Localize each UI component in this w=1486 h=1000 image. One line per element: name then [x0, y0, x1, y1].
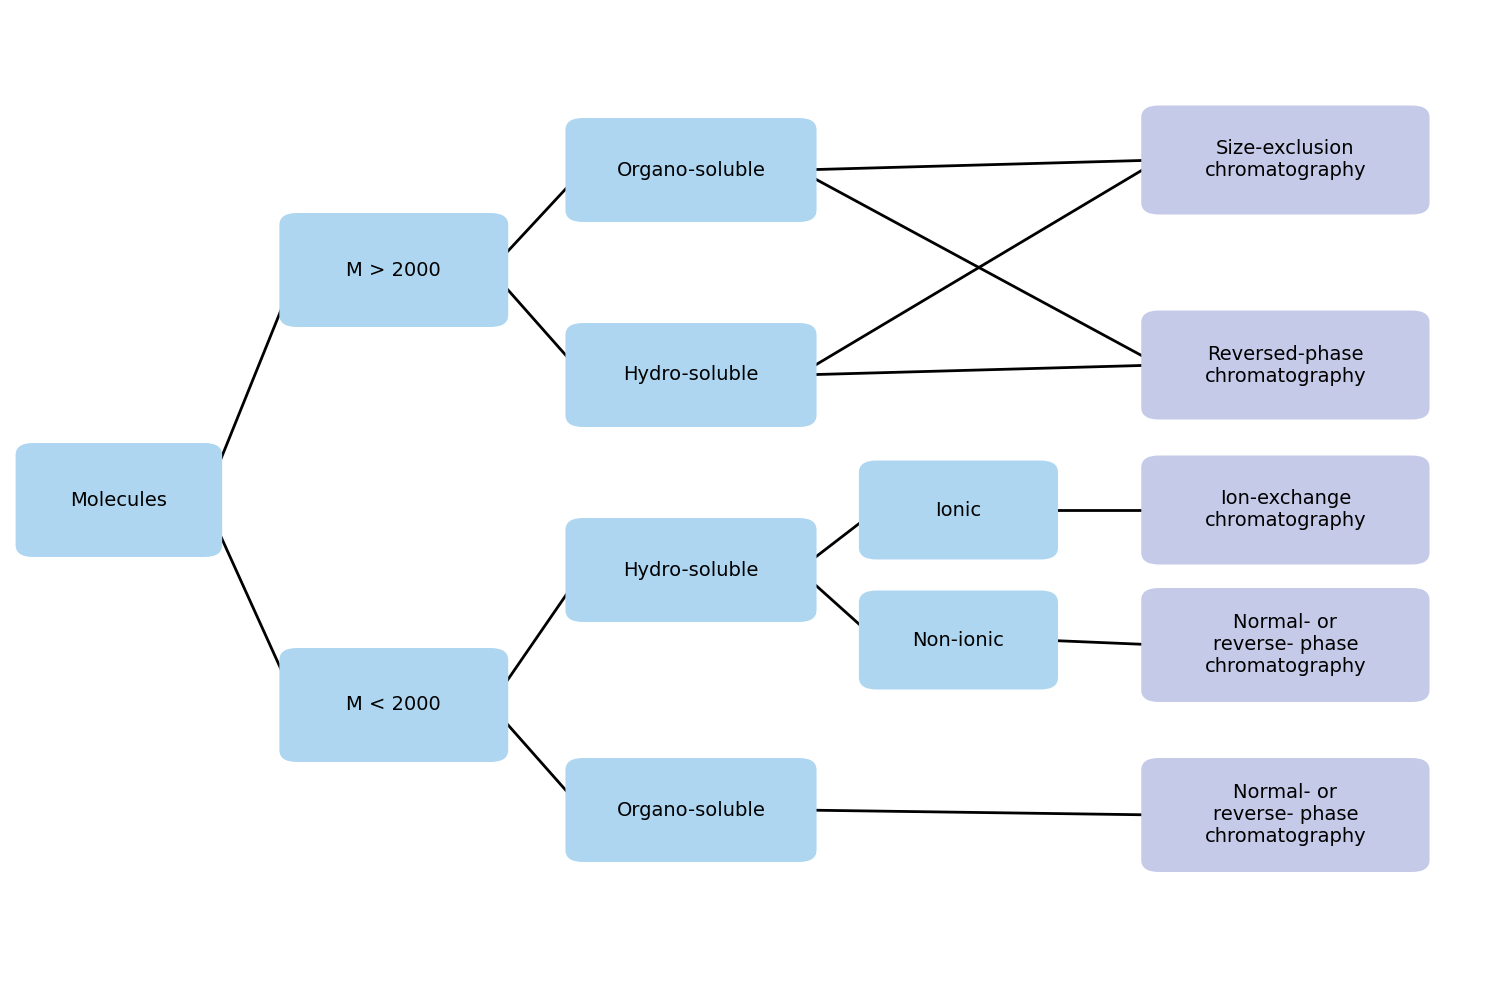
FancyBboxPatch shape — [565, 518, 817, 622]
Text: Normal- or
reverse- phase
chromatography: Normal- or reverse- phase chromatography — [1205, 784, 1366, 846]
Text: Organo-soluble: Organo-soluble — [617, 800, 765, 820]
FancyBboxPatch shape — [279, 213, 508, 327]
Text: Molecules: Molecules — [70, 490, 168, 510]
FancyBboxPatch shape — [859, 590, 1058, 690]
FancyBboxPatch shape — [279, 648, 508, 762]
FancyBboxPatch shape — [565, 118, 817, 222]
FancyBboxPatch shape — [1141, 456, 1430, 564]
Text: Non-ionic: Non-ionic — [912, 631, 1005, 650]
Text: M > 2000: M > 2000 — [346, 260, 441, 279]
FancyBboxPatch shape — [15, 443, 223, 557]
Text: Hydro-soluble: Hydro-soluble — [623, 560, 759, 580]
FancyBboxPatch shape — [1141, 310, 1430, 420]
FancyBboxPatch shape — [565, 758, 817, 862]
Text: Size-exclusion
chromatography: Size-exclusion chromatography — [1205, 139, 1366, 180]
Text: M < 2000: M < 2000 — [346, 696, 441, 714]
Text: Reversed-phase
chromatography: Reversed-phase chromatography — [1205, 344, 1366, 385]
Text: Ion-exchange
chromatography: Ion-exchange chromatography — [1205, 489, 1366, 530]
Text: Ionic: Ionic — [935, 500, 982, 520]
FancyBboxPatch shape — [1141, 588, 1430, 702]
Text: Organo-soluble: Organo-soluble — [617, 160, 765, 180]
Text: Normal- or
reverse- phase
chromatography: Normal- or reverse- phase chromatography — [1205, 613, 1366, 676]
FancyBboxPatch shape — [565, 323, 817, 427]
FancyBboxPatch shape — [859, 460, 1058, 560]
Text: Hydro-soluble: Hydro-soluble — [623, 365, 759, 384]
FancyBboxPatch shape — [1141, 758, 1430, 872]
FancyBboxPatch shape — [1141, 105, 1430, 215]
